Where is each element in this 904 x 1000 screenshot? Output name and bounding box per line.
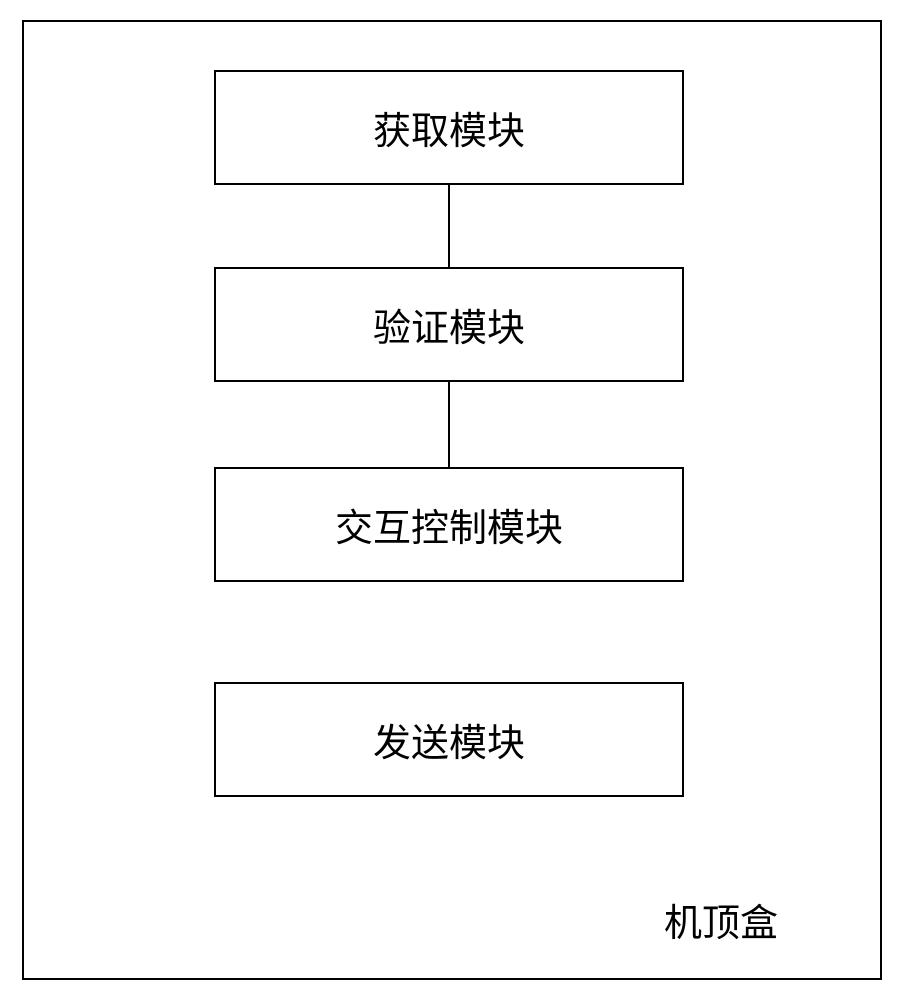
connector-2 [448,382,450,467]
module-acquisition: 获取模块 [214,70,684,185]
diagram-container: 获取模块 验证模块 交互控制模块 发送模块 机顶盒 [22,20,882,980]
container-label-text: 机顶盒 [664,903,778,945]
connector-1 [448,185,450,267]
module-acquisition-label: 获取模块 [373,100,525,155]
module-interaction-control-label: 交互控制模块 [335,497,563,552]
module-interaction-control: 交互控制模块 [214,467,684,582]
container-label: 机顶盒 [664,892,778,947]
module-verification-label: 验证模块 [373,297,525,352]
module-sending-label: 发送模块 [373,712,525,767]
module-sending: 发送模块 [214,682,684,797]
module-verification: 验证模块 [214,267,684,382]
